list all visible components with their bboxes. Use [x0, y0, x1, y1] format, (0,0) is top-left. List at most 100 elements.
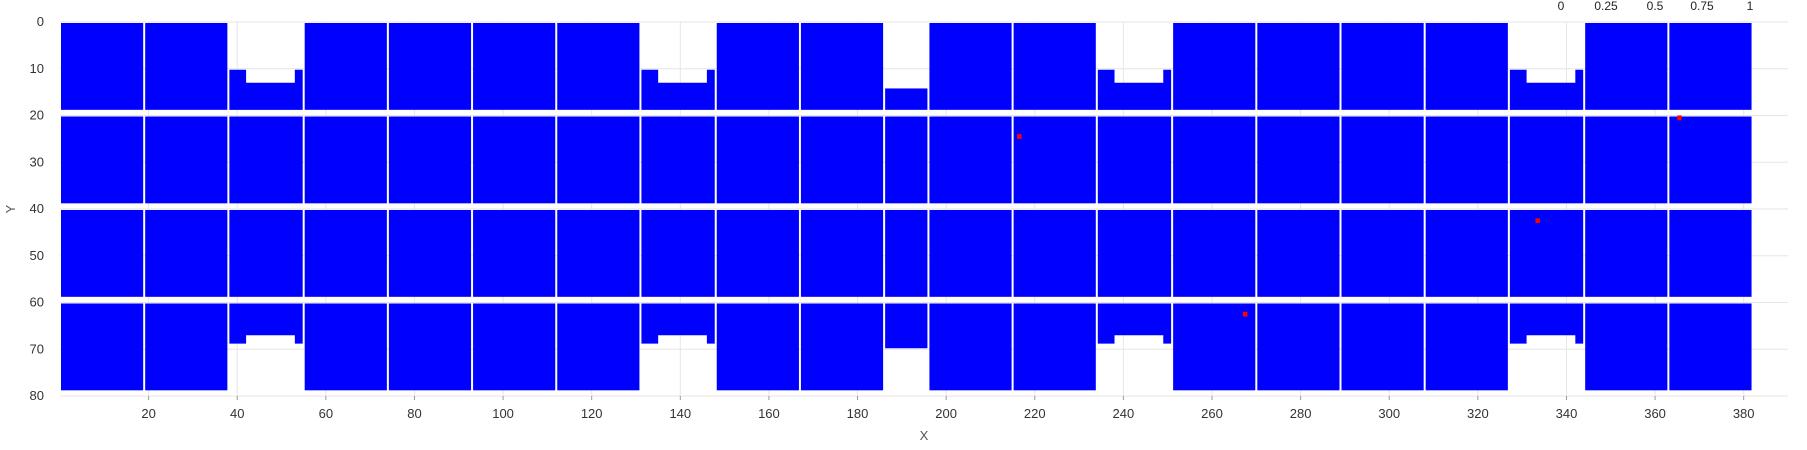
- heatmap-cell: [229, 210, 303, 297]
- heatmap-cell: [885, 88, 928, 110]
- x-tick-label: 100: [492, 406, 514, 421]
- heatmap-cell: [1097, 210, 1172, 297]
- heatmap-cell: [304, 303, 387, 391]
- heatmap-cell: [800, 23, 884, 110]
- heatmap-cell: [800, 303, 884, 391]
- heatmap-cell: [473, 116, 556, 204]
- y-tick-label: 80: [30, 388, 44, 403]
- heatmap-cell: [557, 210, 640, 297]
- colorbar-tick-label: 0.25: [1594, 0, 1618, 13]
- x-tick-label: 40: [230, 406, 244, 421]
- heatmap-cell: [1425, 210, 1508, 297]
- heatmap-cell: [557, 303, 640, 391]
- heatmap-cell: [1585, 210, 1668, 297]
- heatmap-cell: [1341, 210, 1424, 297]
- heatmap-cell: [929, 210, 1012, 297]
- heatmap-cell: [557, 116, 640, 204]
- heatmap-cell: [1013, 210, 1096, 297]
- heatmap-cell: [641, 69, 715, 110]
- heatmap-cell: [800, 210, 884, 297]
- heatmap-cell: [145, 116, 228, 204]
- heatmap-cell: [61, 210, 144, 297]
- heatmap-cell: [800, 116, 884, 204]
- heatmap-cell: [1425, 23, 1508, 110]
- x-tick-label: 60: [319, 406, 333, 421]
- y-tick-label: 50: [30, 248, 44, 263]
- heatmap-cell: [229, 69, 303, 110]
- heatmap-cell: [716, 23, 799, 110]
- heatmap-cell: [1669, 23, 1752, 110]
- heatmap-cell: [929, 303, 1012, 391]
- heatmap-cell: [1341, 303, 1424, 391]
- x-tick-label: 120: [581, 406, 603, 421]
- heatmap-cell: [61, 23, 144, 110]
- heatmap-cell: [1585, 116, 1668, 204]
- heatmap-cell: [1173, 116, 1256, 204]
- x-tick-label: 180: [847, 406, 869, 421]
- x-tick-label: 280: [1290, 406, 1312, 421]
- colorbar-tick-label: 0.75: [1690, 0, 1714, 13]
- x-tick-label: 80: [407, 406, 421, 421]
- y-tick-label: 0: [37, 14, 44, 29]
- colorbar-legend: 0 0.25 0.5 0.75 1: [1558, 0, 1754, 13]
- heatmap-cell: [1509, 116, 1584, 204]
- heatmap-cell: [473, 303, 556, 391]
- heatmap-cells: [61, 23, 1752, 391]
- heatmap-cell: [1425, 116, 1508, 204]
- hot-pixels: [1017, 115, 1682, 317]
- heatmap-cell: [1097, 116, 1172, 204]
- x-tick-label: 260: [1201, 406, 1223, 421]
- heatmap-cell: [1341, 116, 1424, 204]
- heatmap-cell: [1669, 303, 1752, 391]
- heatmap-cell: [388, 210, 472, 297]
- heatmap-cell: [1669, 210, 1752, 297]
- colorbar-tick-label: 0: [1558, 0, 1565, 13]
- hot-pixel: [1017, 134, 1022, 139]
- x-tick-label: 20: [141, 406, 155, 421]
- heatmap-cell: [1013, 303, 1096, 391]
- heatmap-cell: [388, 303, 472, 391]
- heatmap-cell: [1257, 303, 1340, 391]
- heatmap-cell: [473, 210, 556, 297]
- x-tick-label: 300: [1378, 406, 1400, 421]
- y-tick-label: 30: [30, 154, 44, 169]
- heatmap-cell: [716, 116, 799, 204]
- heatmap-cell: [1173, 210, 1256, 297]
- heatmap-cell: [1257, 23, 1340, 110]
- x-axis-ticks: 20 40 60 80 100 120 140 160 180 200 220 240 260 280 30…: [141, 396, 1755, 421]
- heatmap-cell: [885, 210, 928, 297]
- heatmap-cell: [388, 23, 472, 110]
- heatmap-cell: [641, 303, 715, 344]
- heatmap-cell: [304, 23, 387, 110]
- heatmap-cell: [929, 116, 1012, 204]
- heatmap-cell: [1013, 23, 1096, 110]
- x-tick-label: 320: [1467, 406, 1489, 421]
- x-tick-label: 200: [935, 406, 957, 421]
- x-tick-label: 380: [1733, 406, 1755, 421]
- y-tick-label: 10: [30, 61, 44, 76]
- heatmap-cell: [929, 23, 1012, 110]
- hot-pixel: [1535, 218, 1540, 224]
- heatmap-cell: [1585, 23, 1668, 110]
- heatmap-cell: [145, 303, 228, 391]
- heatmap-cell: [1257, 210, 1340, 297]
- heatmap-cell: [716, 210, 799, 297]
- y-tick-label: 40: [30, 201, 44, 216]
- hot-pixel: [1677, 115, 1682, 121]
- y-tick-label: 60: [30, 295, 44, 310]
- heatmap-cell: [229, 303, 303, 344]
- heatmap-cell: [1097, 303, 1172, 344]
- heatmap-cell: [1097, 69, 1172, 110]
- heatmap-cell: [885, 116, 928, 204]
- heatmap-cell: [716, 303, 799, 391]
- heatmap-cell: [1173, 303, 1256, 391]
- colorbar-tick-label: 0.5: [1647, 0, 1664, 13]
- heatmap-cell: [473, 23, 556, 110]
- heatmap-cell: [885, 303, 928, 349]
- heatmap-cell: [1509, 210, 1584, 297]
- hot-pixel: [1243, 311, 1248, 317]
- heatmap-cell: [61, 116, 144, 204]
- y-axis-title: Y: [3, 204, 18, 213]
- heatmap-cell: [229, 116, 303, 204]
